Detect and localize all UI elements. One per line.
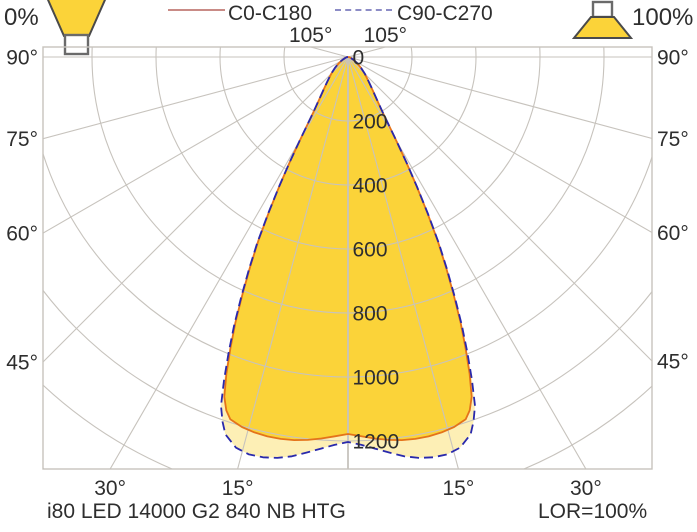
legend-line-c90 [335,9,392,11]
luminaire-title: i80 LED 14000 G2 840 NB HTG [47,500,346,523]
ring-label-800: 800 [353,303,388,326]
angle-label-right-105: 105° [364,24,407,47]
angle-label-right-15: 15° [443,477,475,500]
ring-label-600: 600 [353,239,388,262]
angle-label-right-30: 30° [570,477,602,500]
ring-label-400: 400 [353,175,388,198]
ring-label-0: 0 [353,47,365,70]
angle-label-left-45: 45° [6,352,38,375]
ring-label-200: 200 [353,111,388,134]
angle-label-left-15: 15° [222,477,254,500]
lor-value: LOR=100% [538,500,648,523]
legend-line-c0 [168,9,225,11]
legend-label-c90: C90-C270 [397,2,493,25]
angle-label-right-45: 45° [657,351,689,374]
angle-label-left-60: 60° [6,223,38,246]
angle-label-right-90: 90° [657,47,689,70]
angle-label-right-60: 60° [657,222,689,245]
direct-percent-label: 100% [632,4,694,31]
angle-label-left-30: 30° [94,477,126,500]
angle-label-left-105: 105° [289,24,332,47]
indirect-percent-label: 0% [4,4,39,31]
ring-label-1200: 1200 [353,431,400,454]
ring-label-1000: 1000 [353,367,400,390]
angle-label-left-90: 90° [6,47,38,70]
uplight-icon [46,0,107,56]
downlight-icon [571,0,634,39]
angle-label-left-75: 75° [6,128,38,151]
angle-label-right-75: 75° [657,128,689,151]
legend-label-c0: C0-C180 [228,2,313,25]
